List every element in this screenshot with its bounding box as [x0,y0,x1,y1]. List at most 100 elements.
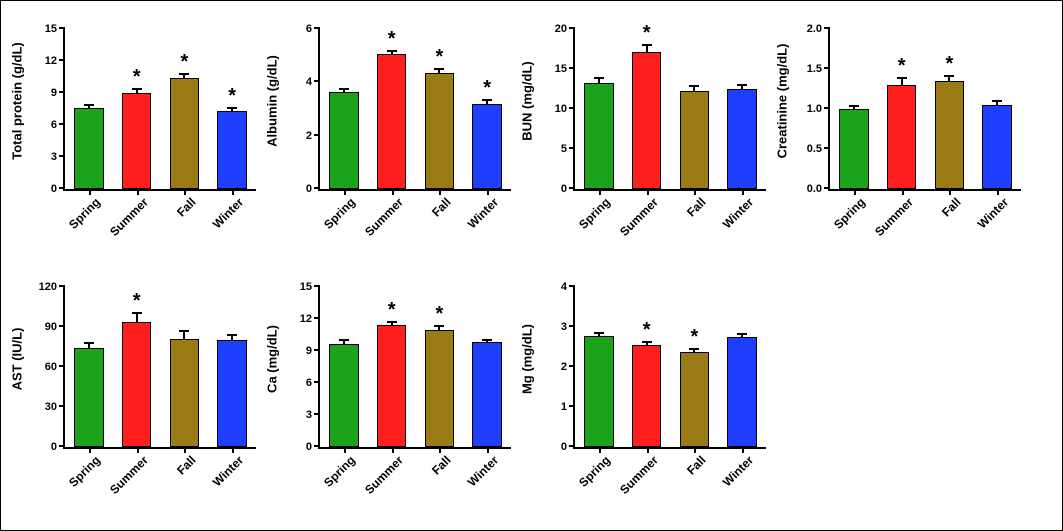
xtick-label: Winter [210,195,246,231]
errorbar [486,341,488,343]
ytick-label: 0.5 [807,143,822,155]
xtick [137,189,139,195]
xtick-label: Spring [321,453,358,490]
bar-winter [727,337,757,447]
ytick-label: 6 [51,119,57,131]
xtick-label: Winter [720,453,756,489]
axes-ast: 0306090120Spring*SummerFallWinter [63,287,256,449]
xtick-label: Winter [465,453,501,489]
xtick [742,189,744,195]
ytick-label: 15 [45,23,57,35]
xtick [854,189,856,195]
ytick [59,59,65,61]
ytick-label: 2 [561,361,567,373]
errorbar-cap [84,104,94,106]
xtick-label: Summer [362,453,406,497]
bar-fall [680,91,710,189]
errorbar [438,70,440,73]
ytick [59,365,65,367]
ytick [59,27,65,29]
bar-winter [472,104,502,189]
xtick [599,447,601,453]
ytick-label: 15 [555,63,567,75]
ytick [59,325,65,327]
bar-spring [74,108,104,189]
sig-star: * [483,77,491,100]
xtick-label: Spring [66,453,103,490]
xtick [694,447,696,453]
bar-spring [839,109,869,189]
errorbar [646,46,648,52]
ylabel-total_protein: Total protein (g/dL) [10,42,25,159]
bar-summer [122,93,152,189]
axes-total_protein: 03691215Spring*Summer*Fall*Winter [63,29,256,191]
plot-mg: Mg (mg/dL)01234Spring*Summer*FallWinter [529,269,784,449]
ytick-label: 5 [561,143,567,155]
ytick-label: 0 [306,183,312,195]
ytick-label: 1.0 [807,103,822,115]
errorbar [598,334,600,336]
bar-summer [887,85,917,189]
panel-creatinine: Creatinine (mg/dL)0.00.51.01.52.0Spring*… [784,11,1039,191]
ytick [569,107,575,109]
ytick [569,325,575,327]
ytick [569,67,575,69]
bar-spring [74,348,104,447]
ytick [569,147,575,149]
xtick [487,447,489,453]
ytick-label: 120 [39,281,57,293]
plot-albumin: Albumin (g/dL)0246Spring*Summer*Fall*Win… [274,11,529,191]
errorbar [183,75,185,78]
xtick [232,189,234,195]
ytick-label: 1.5 [807,63,822,75]
bar-fall [170,78,200,189]
errorbar [136,314,138,322]
sig-star: * [898,55,906,78]
errorbar [996,102,998,105]
bar-winter [982,105,1012,189]
ytick [314,134,320,136]
xtick-label: Summer [107,195,151,239]
ytick [569,27,575,29]
ytick [824,187,830,189]
sig-star: * [945,53,953,76]
xtick [344,447,346,453]
sig-star: * [133,66,141,89]
errorbar [88,106,90,108]
xtick-label: Fall [939,195,964,220]
xtick [949,189,951,195]
ytick-label: 2 [306,130,312,142]
xtick-label: Fall [429,453,454,478]
ytick [314,445,320,447]
xtick-label: Winter [210,453,246,489]
ytick-label: 20 [555,23,567,35]
sig-star: * [435,303,443,326]
ytick [824,147,830,149]
ytick [314,187,320,189]
xtick [232,447,234,453]
errorbar [343,90,345,92]
ytick [314,349,320,351]
bar-fall [680,352,710,447]
xtick [89,447,91,453]
ylabel-ca: Ca (mg/dL) [265,325,280,393]
ytick [569,187,575,189]
xtick [89,189,91,195]
ytick-label: 0 [306,441,312,453]
ylabel-creatinine: Creatinine (mg/dL) [775,44,790,159]
ytick [314,413,320,415]
ytick-label: 0 [561,183,567,195]
xtick [902,189,904,195]
errorbar [948,77,950,81]
xtick [137,447,139,453]
ytick [824,27,830,29]
errorbar-cap [594,332,604,334]
xtick-label: Summer [362,195,406,239]
xtick-label: Fall [174,195,199,220]
bar-winter [217,111,247,189]
errorbar [693,350,695,352]
plot-creatinine: Creatinine (mg/dL)0.00.51.01.52.0Spring*… [784,11,1039,191]
ytick [59,187,65,189]
ytick-label: 90 [45,321,57,333]
bar-summer [632,345,662,447]
